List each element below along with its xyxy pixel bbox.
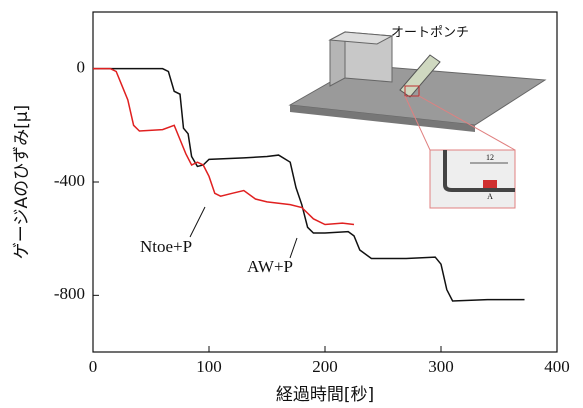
x-axis-label: 経過時間[秒] <box>276 385 374 405</box>
x-tick-label: 400 <box>544 357 570 376</box>
annotation: 12 <box>486 153 494 162</box>
annotation: オートポンチ <box>391 26 469 41</box>
x-tick-label: 100 <box>196 357 222 376</box>
y-tick-label: -400 <box>54 171 85 190</box>
x-tick-label: 300 <box>428 357 454 376</box>
y-tick-label: 0 <box>77 58 86 77</box>
annotation-arrow <box>290 238 297 258</box>
annotation: A <box>487 192 493 201</box>
annotation: Ntoe+P <box>140 237 192 256</box>
y-tick-label: -800 <box>54 284 85 303</box>
x-tick-label: 200 <box>312 357 338 376</box>
annotation: AW+P <box>247 257 293 276</box>
annotation-arrow <box>190 207 205 237</box>
chart: オートポンチ 12 A Ntoe+P AW+P 経過時間[秒] ゲージAのひずみ… <box>0 0 583 408</box>
inset-illustration <box>290 32 545 208</box>
x-tick-label: 0 <box>89 357 98 376</box>
y-axis-label: ゲージAのひずみ[μ] <box>12 105 32 259</box>
